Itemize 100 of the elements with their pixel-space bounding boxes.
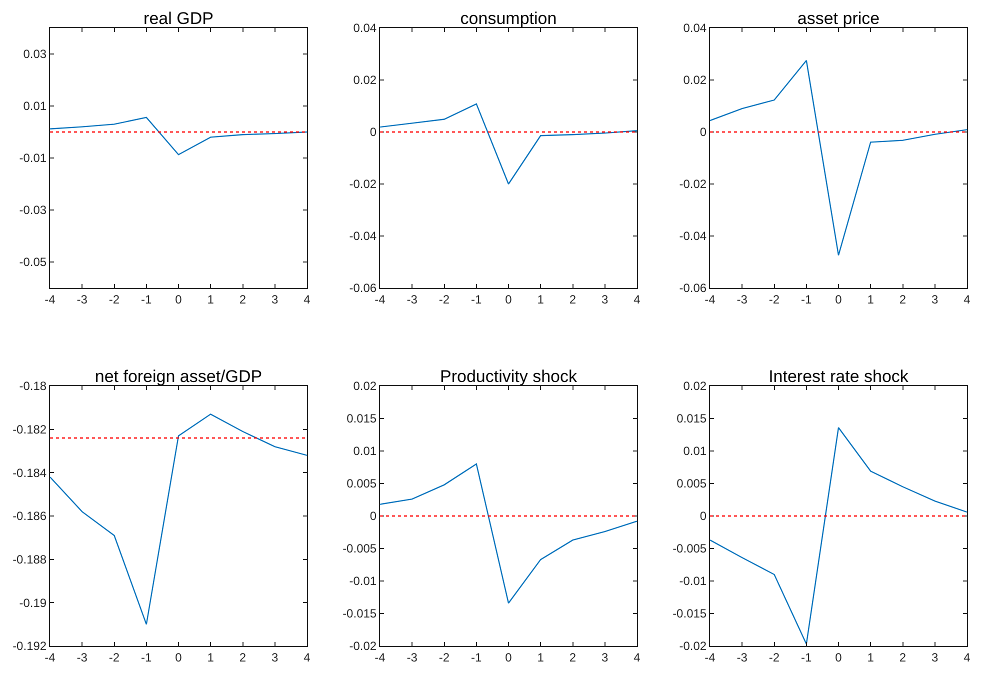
y-tick-label: -0.06 [349,281,377,296]
chart-title: real GDP [144,9,214,28]
y-tick-label: -0.01 [19,151,47,166]
y-tick-label: -0.06 [679,281,707,296]
x-tick-label: 0 [175,650,182,664]
y-tick-label: 0.02 [683,379,707,394]
x-tick-label: 1 [207,650,214,664]
y-tick-label: 0.02 [353,379,377,394]
x-tick-label: 0 [505,650,512,664]
y-tick-label: 0.02 [683,73,707,88]
x-tick-label: -2 [108,292,120,306]
x-tick-label: -3 [406,292,418,306]
x-tick-label: 4 [964,292,971,306]
y-tick-label: 0.02 [353,73,377,88]
x-tick-label: 0 [835,292,842,306]
y-tick-label: 0.01 [683,444,707,458]
y-tick-label: -0.015 [342,606,377,621]
y-tick-label: -0.186 [12,509,47,524]
x-tick-label: 3 [272,650,279,664]
y-tick-label: -0.192 [12,639,47,654]
x-tick-label: -2 [768,292,780,306]
y-tick-label: -0.184 [12,466,47,480]
y-tick-label: 0.005 [676,476,707,491]
x-tick-label: 1 [867,650,874,664]
x-tick-label: 3 [932,292,939,306]
x-tick-label: -1 [471,292,482,306]
x-tick-label: 3 [602,292,609,306]
x-tick-label: 4 [964,650,971,664]
x-tick-label: 3 [602,650,609,664]
x-tick-label: 4 [304,292,311,306]
y-tick-label: -0.02 [679,639,707,654]
line-series [710,427,967,645]
line-series [380,463,637,604]
y-tick-label: 0.015 [346,412,377,426]
y-tick-label: 0 [370,509,377,524]
x-tick-label: 2 [569,650,576,664]
x-tick-label: 1 [537,292,544,306]
y-tick-label: -0.182 [12,422,47,437]
y-tick-label: -0.04 [679,229,707,244]
x-tick-label: -2 [438,292,450,306]
line-series [710,60,967,256]
y-tick-label: -0.01 [349,574,377,588]
y-tick-label: -0.02 [679,177,707,192]
x-tick-label: -2 [768,650,780,664]
x-tick-label: 2 [569,292,576,306]
chart-title: Productivity shock [440,367,578,386]
x-tick-label: -4 [374,650,386,664]
x-tick-label: 4 [304,650,311,664]
x-tick-label: -1 [141,292,152,306]
x-tick-label: 4 [634,650,641,664]
y-tick-label: -0.01 [679,574,707,588]
y-tick-label: -0.188 [12,552,47,567]
chart-title: net foreign asset/GDP [94,367,262,386]
x-tick-label: -1 [141,650,152,664]
y-tick-label: 0 [700,125,707,140]
chart-title: Interest rate shock [768,367,909,386]
x-tick-label: 1 [207,292,214,306]
x-tick-label: -3 [736,292,748,306]
x-tick-label: -4 [704,650,716,664]
x-tick-label: 3 [272,292,279,306]
y-tick-label: 0.015 [676,412,707,426]
y-tick-label: 0.04 [683,21,707,36]
x-tick-label: -2 [108,650,120,664]
y-tick-label: 0 [370,125,377,140]
x-tick-label: 1 [537,650,544,664]
x-tick-label: -2 [438,650,450,664]
line-series [50,116,307,156]
x-tick-label: -4 [374,292,386,306]
chart-title: asset price [797,9,880,28]
x-tick-label: -1 [801,650,812,664]
y-tick-label: -0.02 [349,177,377,192]
x-tick-label: 2 [899,292,906,306]
x-tick-label: -3 [76,292,88,306]
x-tick-label: 2 [899,650,906,664]
y-tick-label: -0.19 [19,596,47,610]
y-tick-label: -0.02 [349,639,377,654]
x-tick-label: -4 [44,650,56,664]
y-tick-label: -0.04 [349,229,377,244]
x-tick-label: 2 [239,650,246,664]
x-tick-label: 0 [175,292,182,306]
y-tick-label: 0.03 [23,47,47,62]
y-tick-label: 0.04 [353,21,377,36]
chart-title: consumption [460,9,557,28]
x-tick-label: 2 [239,292,246,306]
x-tick-label: -3 [76,650,88,664]
y-tick-label: 0.01 [353,444,377,458]
x-tick-label: -3 [736,650,748,664]
x-tick-label: 0 [505,292,512,306]
x-tick-label: 1 [867,292,874,306]
line-series [50,414,307,625]
y-tick-label: -0.05 [19,255,47,270]
x-tick-label: 0 [835,650,842,664]
x-tick-label: -4 [44,292,56,306]
x-tick-label: -4 [704,292,716,306]
y-tick-label: 0.005 [346,476,377,491]
x-tick-label: -3 [406,650,418,664]
y-tick-label: -0.18 [19,379,47,394]
x-tick-label: 4 [634,292,641,306]
y-tick-label: 0 [700,509,707,524]
x-tick-label: -1 [471,650,482,664]
